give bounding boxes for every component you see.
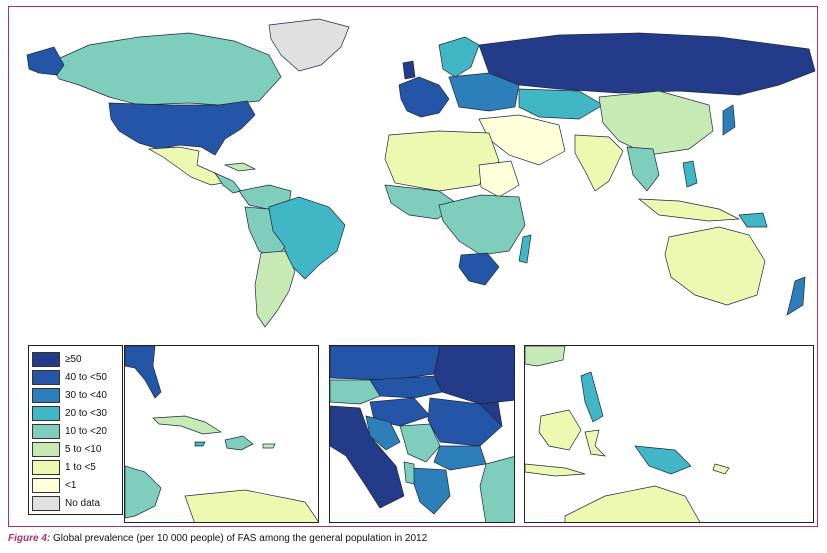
region-argentina-chile	[254, 250, 296, 328]
region-florida	[125, 346, 162, 399]
region-central-america	[125, 465, 162, 519]
legend-swatch	[32, 441, 60, 457]
region-uk	[402, 60, 416, 80]
legend-label: 10 to <20	[65, 425, 107, 437]
region-china-south	[525, 346, 566, 367]
region-hispaniola	[224, 435, 254, 451]
region-serbia	[399, 423, 441, 463]
region-solomon	[712, 463, 730, 475]
region-puerto-rico	[262, 443, 276, 449]
region-hungary	[369, 397, 431, 427]
legend-item: <1	[32, 476, 119, 494]
legend-label: 20 to <30	[65, 407, 107, 419]
legend-swatch	[32, 387, 60, 403]
legend-label: 5 to <10	[65, 443, 102, 455]
region-cuba	[223, 162, 257, 172]
region-venezuela	[184, 489, 318, 522]
region-central-africa	[438, 194, 526, 256]
region-poland	[330, 346, 441, 381]
inset-europe	[329, 345, 515, 523]
legend-label: ≥50	[65, 353, 82, 365]
legend-swatch	[32, 477, 60, 493]
legend-label: 40 to <50	[65, 371, 107, 383]
world-map	[26, 18, 816, 328]
region-southeast-asia	[626, 146, 660, 192]
region-png	[634, 445, 692, 475]
region-png	[738, 212, 768, 228]
region-sulawesi	[584, 429, 606, 457]
legend-item: 1 to <5	[32, 458, 119, 476]
region-australia	[664, 226, 766, 306]
region-japan	[722, 104, 736, 136]
region-sudan	[478, 160, 520, 198]
region-western-europe	[398, 76, 450, 118]
region-bulgaria	[433, 445, 487, 471]
region-madagascar	[518, 234, 532, 264]
legend-label: 1 to <5	[65, 461, 96, 473]
legend-item: No data	[32, 494, 119, 512]
legend-item: 40 to <50	[32, 368, 119, 386]
legend-item: ≥50	[32, 350, 119, 368]
region-china	[598, 90, 714, 156]
legend-item: 30 to <40	[32, 386, 119, 404]
region-borneo	[538, 409, 582, 451]
region-canada	[48, 32, 282, 106]
region-ukraine	[433, 346, 514, 405]
region-greenland	[268, 18, 350, 72]
legend-swatch	[32, 351, 60, 367]
legend-label: 30 to <40	[65, 389, 107, 401]
region-central-asia	[518, 88, 604, 120]
region-philippines	[682, 160, 698, 188]
region-alaska	[26, 46, 65, 76]
region-philippines	[580, 371, 604, 423]
region-moldova	[479, 401, 503, 428]
region-north-africa	[384, 130, 500, 192]
region-slovakia	[369, 375, 443, 399]
region-indonesia	[637, 198, 741, 222]
region-albania	[403, 461, 415, 485]
legend-swatch	[32, 369, 60, 385]
region-austria	[330, 379, 381, 405]
region-cuba	[152, 415, 223, 435]
region-central-america	[214, 172, 242, 194]
region-russia	[478, 32, 816, 96]
region-usa	[108, 100, 256, 156]
caption-label: Figure 4:	[8, 533, 51, 544]
region-australia	[564, 485, 701, 522]
map-legend: ≥50 40 to <50 30 to <40 20 to <30 10 to …	[28, 345, 123, 515]
legend-item: 5 to <10	[32, 440, 119, 458]
legend-swatch	[32, 423, 60, 439]
region-india	[574, 134, 624, 192]
caption-text: Global prevalence (per 10 000 people) of…	[50, 533, 428, 544]
legend-label: <1	[65, 479, 77, 491]
legend-item: 10 to <20	[32, 422, 119, 440]
legend-swatch	[32, 459, 60, 475]
legend-swatch	[32, 495, 60, 511]
inset-caribbean	[124, 345, 319, 523]
region-turkey	[479, 456, 514, 522]
region-java	[525, 463, 586, 477]
legend-label: No data	[65, 497, 101, 509]
region-scandinavia	[438, 36, 480, 78]
figure-caption: Figure 4: Global prevalence (per 10 000 …	[8, 533, 427, 544]
figure-frame: ≥50 40 to <50 30 to <40 20 to <30 10 to …	[8, 6, 818, 527]
inset-southeast-asia	[524, 345, 814, 523]
region-croatia	[365, 415, 401, 451]
region-new-zealand	[786, 276, 806, 316]
legend-swatch	[32, 405, 60, 421]
region-jamaica	[194, 441, 206, 447]
region-italy	[330, 405, 405, 509]
legend-item: 20 to <30	[32, 404, 119, 422]
region-southern-africa	[458, 252, 500, 286]
region-greece	[411, 467, 451, 515]
